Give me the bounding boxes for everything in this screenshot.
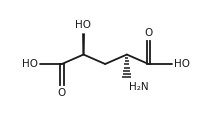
Polygon shape <box>82 34 85 54</box>
Text: HO: HO <box>22 59 38 69</box>
Text: HO: HO <box>174 59 190 69</box>
Text: H₂N: H₂N <box>129 82 149 92</box>
Text: O: O <box>57 88 66 98</box>
Text: HO: HO <box>75 20 91 30</box>
Text: O: O <box>144 28 153 38</box>
